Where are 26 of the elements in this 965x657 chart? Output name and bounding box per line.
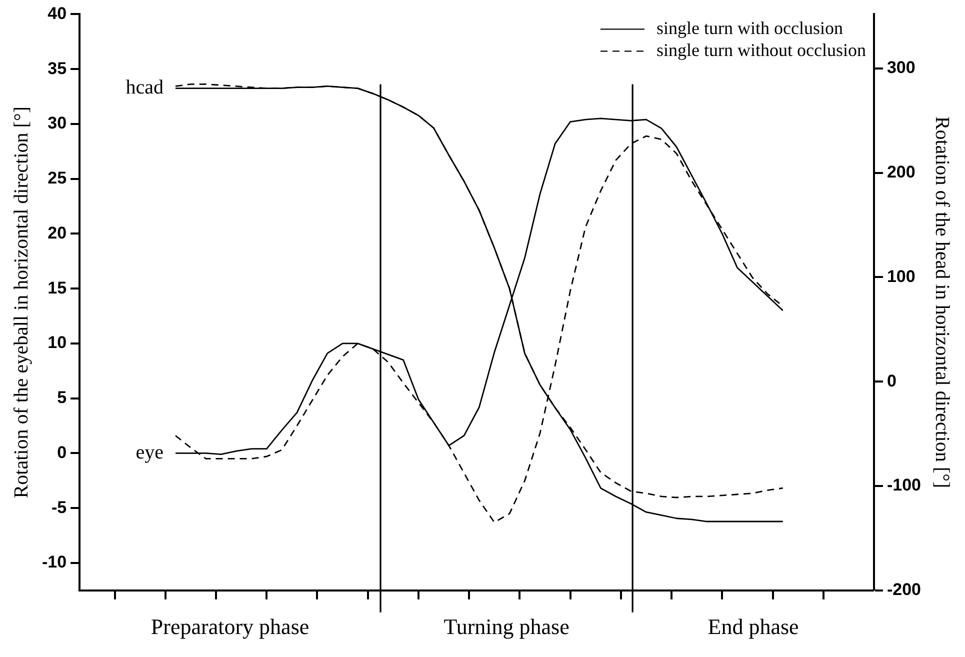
y2-tick-label: 100 [886,266,916,286]
text: Preparatory phase [150,614,310,640]
y2-tick-label: -100 [886,476,922,495]
y-tick-label: 25 [48,168,67,188]
y2-tick-label: 300 [886,58,916,78]
y2-axis-title: Rotation of the head in horizontal direction [°] [930,116,953,488]
y-tick-label: 20 [48,223,67,242]
y-tick-label: 40 [48,4,67,23]
y2-tick-label: 0 [886,371,896,390]
y-axis-title: Rotation of the eyeball in horizontal direction [°] [10,106,32,498]
y-tick-label: 5 [57,388,67,408]
y2-tick-label: -200 [886,580,922,600]
y-tick-label: 35 [48,58,67,78]
legend-label: single turn with occlusion [656,18,843,38]
y-tick-label: 10 [48,333,67,352]
y2-tick-label: 200 [886,162,916,182]
text: eye [136,441,164,464]
y-tick-label: -5 [51,498,67,517]
legend-label: single turn without occlusion [656,40,866,60]
text: Turning phase [444,614,570,640]
y-tick-label: 30 [48,114,67,133]
text: hcad [126,76,164,99]
y-tick-label: -10 [42,552,67,572]
text: End phase [708,614,799,640]
y-tick-label: 0 [57,442,67,462]
y-tick-label: 15 [48,278,67,298]
